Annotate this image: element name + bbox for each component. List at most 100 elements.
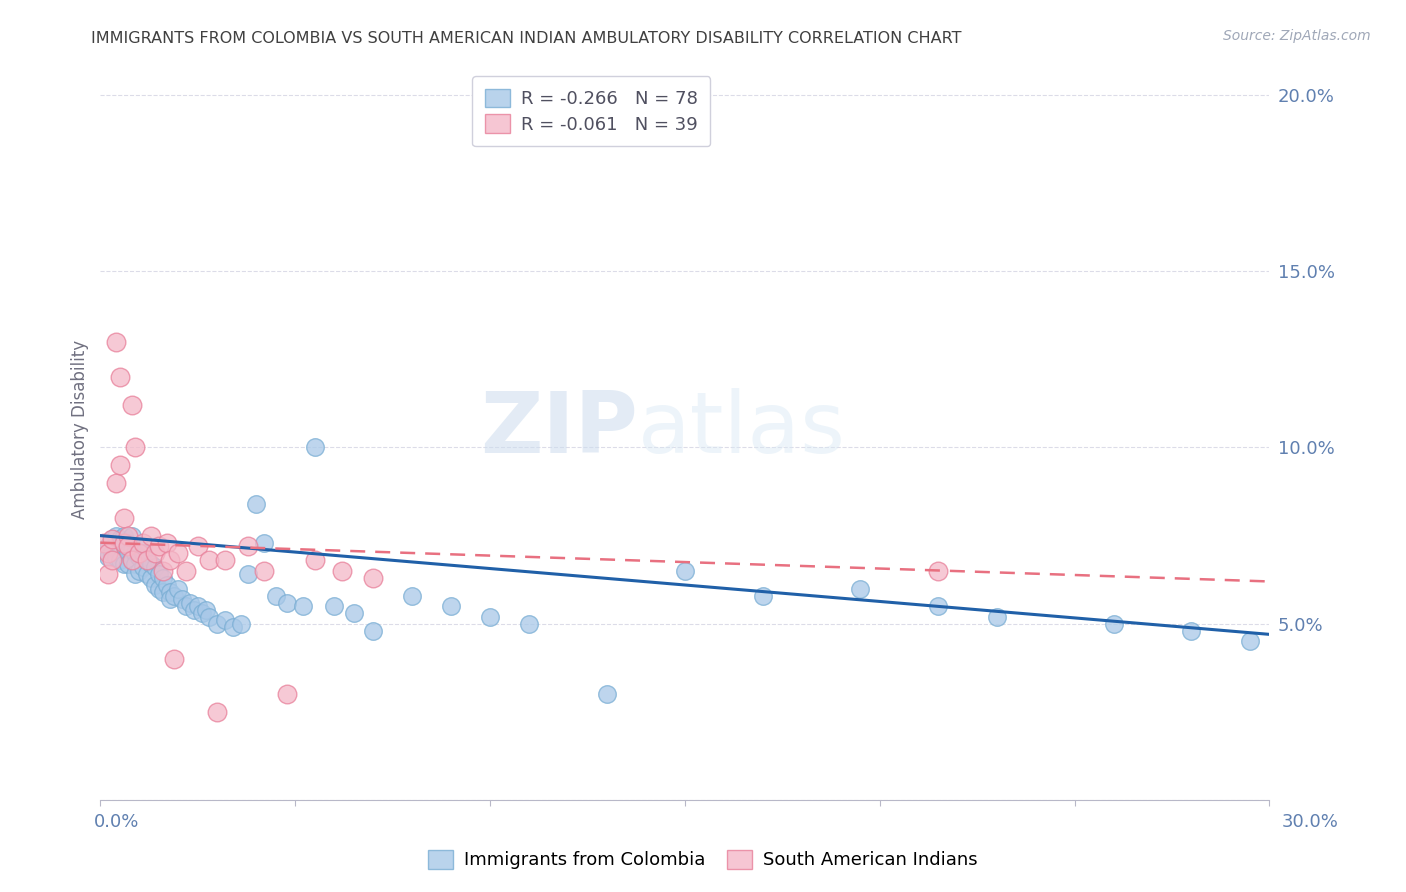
Point <box>132 535 155 549</box>
Point <box>121 553 143 567</box>
Point <box>214 553 236 567</box>
Point <box>97 546 120 560</box>
Point <box>245 497 267 511</box>
Text: IMMIGRANTS FROM COLOMBIA VS SOUTH AMERICAN INDIAN AMBULATORY DISABILITY CORRELAT: IMMIGRANTS FROM COLOMBIA VS SOUTH AMERIC… <box>91 31 962 46</box>
Point <box>238 539 260 553</box>
Point <box>121 398 143 412</box>
Point <box>253 535 276 549</box>
Point <box>927 599 949 614</box>
Point <box>152 564 174 578</box>
Point <box>190 606 212 620</box>
Point <box>849 582 872 596</box>
Point <box>229 616 252 631</box>
Text: 30.0%: 30.0% <box>1282 814 1339 831</box>
Point <box>108 532 131 546</box>
Point <box>276 596 298 610</box>
Point <box>108 553 131 567</box>
Point <box>112 539 135 553</box>
Point <box>183 602 205 616</box>
Point <box>264 589 287 603</box>
Text: 0.0%: 0.0% <box>94 814 139 831</box>
Point <box>136 553 159 567</box>
Point <box>124 441 146 455</box>
Point <box>323 599 346 614</box>
Point <box>93 542 115 557</box>
Point <box>108 370 131 384</box>
Point <box>117 546 139 560</box>
Point <box>124 567 146 582</box>
Point <box>136 567 159 582</box>
Point <box>117 539 139 553</box>
Legend: R = -0.266   N = 78, R = -0.061   N = 39: R = -0.266 N = 78, R = -0.061 N = 39 <box>472 76 710 146</box>
Point <box>148 539 170 553</box>
Point <box>132 546 155 560</box>
Point <box>97 549 120 564</box>
Point <box>143 578 166 592</box>
Point <box>187 539 209 553</box>
Point <box>343 606 366 620</box>
Point <box>93 535 115 549</box>
Point <box>108 539 131 553</box>
Point <box>121 553 143 567</box>
Point <box>104 535 127 549</box>
Point <box>136 553 159 567</box>
Point <box>101 553 124 567</box>
Point <box>152 571 174 585</box>
Point <box>222 620 245 634</box>
Point <box>179 596 201 610</box>
Point <box>673 564 696 578</box>
Point <box>117 535 139 549</box>
Point <box>238 567 260 582</box>
Point <box>927 564 949 578</box>
Point <box>117 557 139 571</box>
Point <box>361 571 384 585</box>
Point <box>101 532 124 546</box>
Point <box>198 553 221 567</box>
Point <box>330 564 353 578</box>
Point <box>517 616 540 631</box>
Point <box>207 705 229 719</box>
Point <box>361 624 384 638</box>
Point <box>207 616 229 631</box>
Point <box>104 549 127 564</box>
Point <box>104 334 127 349</box>
Point <box>128 539 150 553</box>
Point <box>104 528 127 542</box>
Point <box>1180 624 1202 638</box>
Point <box>112 511 135 525</box>
Text: ZIP: ZIP <box>481 388 638 471</box>
Point <box>276 687 298 701</box>
Point <box>128 546 150 560</box>
Point <box>112 528 135 542</box>
Point <box>163 589 186 603</box>
Text: atlas: atlas <box>638 388 846 471</box>
Point <box>155 578 177 592</box>
Point <box>167 582 190 596</box>
Point <box>187 599 209 614</box>
Point <box>163 652 186 666</box>
Point <box>108 458 131 472</box>
Point <box>479 609 502 624</box>
Point <box>198 609 221 624</box>
Point <box>1239 634 1261 648</box>
Point <box>148 567 170 582</box>
Point <box>752 589 775 603</box>
Point <box>101 532 124 546</box>
Point <box>401 589 423 603</box>
Point <box>97 567 120 582</box>
Point <box>128 564 150 578</box>
Point <box>159 592 181 607</box>
Point <box>174 564 197 578</box>
Legend: Immigrants from Colombia, South American Indians: Immigrants from Colombia, South American… <box>419 841 987 879</box>
Point <box>143 560 166 574</box>
Point <box>139 528 162 542</box>
Point <box>440 599 463 614</box>
Point <box>194 602 217 616</box>
Point <box>155 535 177 549</box>
Point <box>112 535 135 549</box>
Point <box>152 585 174 599</box>
Point <box>159 585 181 599</box>
Point <box>132 560 155 574</box>
Text: Source: ZipAtlas.com: Source: ZipAtlas.com <box>1223 29 1371 43</box>
Point <box>291 599 314 614</box>
